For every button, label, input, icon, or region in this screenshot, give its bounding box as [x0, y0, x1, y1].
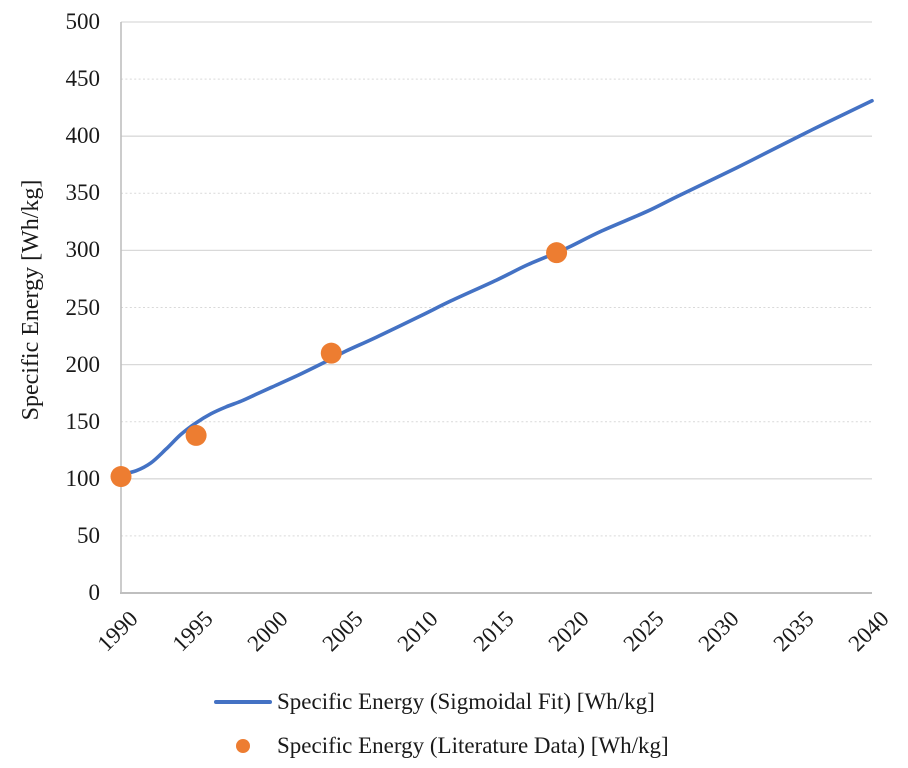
legend-item-literature-data: Specific Energy (Literature Data) [Wh/kg… [214, 732, 669, 760]
y-tick-label: 450 [65, 66, 101, 92]
y-tick-label: 300 [65, 237, 101, 263]
literature-data-point [546, 242, 568, 264]
legend-label-literature-data: Specific Energy (Literature Data) [Wh/kg… [277, 733, 669, 758]
y-tick-label: 0 [88, 580, 101, 605]
y-tick-label: 200 [65, 351, 101, 377]
y-tick-label: 400 [65, 123, 101, 149]
legend-marker [214, 700, 272, 704]
y-tick-label: 50 [77, 522, 100, 548]
y-tick-label: 100 [65, 465, 101, 491]
literature-data-point [320, 342, 342, 364]
legend-item-sigmoidal-fit: Specific Energy (Sigmoidal Fit) [Wh/kg] [214, 688, 669, 716]
y-tick-label: 250 [65, 294, 101, 320]
y-tick-label: 350 [65, 180, 101, 206]
legend-marker [214, 739, 272, 753]
y-tick-label: 500 [65, 9, 101, 34]
circle-swatch-icon [236, 739, 250, 753]
legend: Specific Energy (Sigmoidal Fit) [Wh/kg] … [214, 688, 669, 760]
literature-data-point [185, 424, 207, 446]
line-swatch-icon [214, 700, 272, 704]
sigmoidal-fit-line [119, 98, 874, 477]
literature-data-point [110, 466, 132, 488]
y-tick-label: 150 [65, 408, 101, 434]
legend-label-sigmoidal-fit: Specific Energy (Sigmoidal Fit) [Wh/kg] [277, 689, 655, 714]
